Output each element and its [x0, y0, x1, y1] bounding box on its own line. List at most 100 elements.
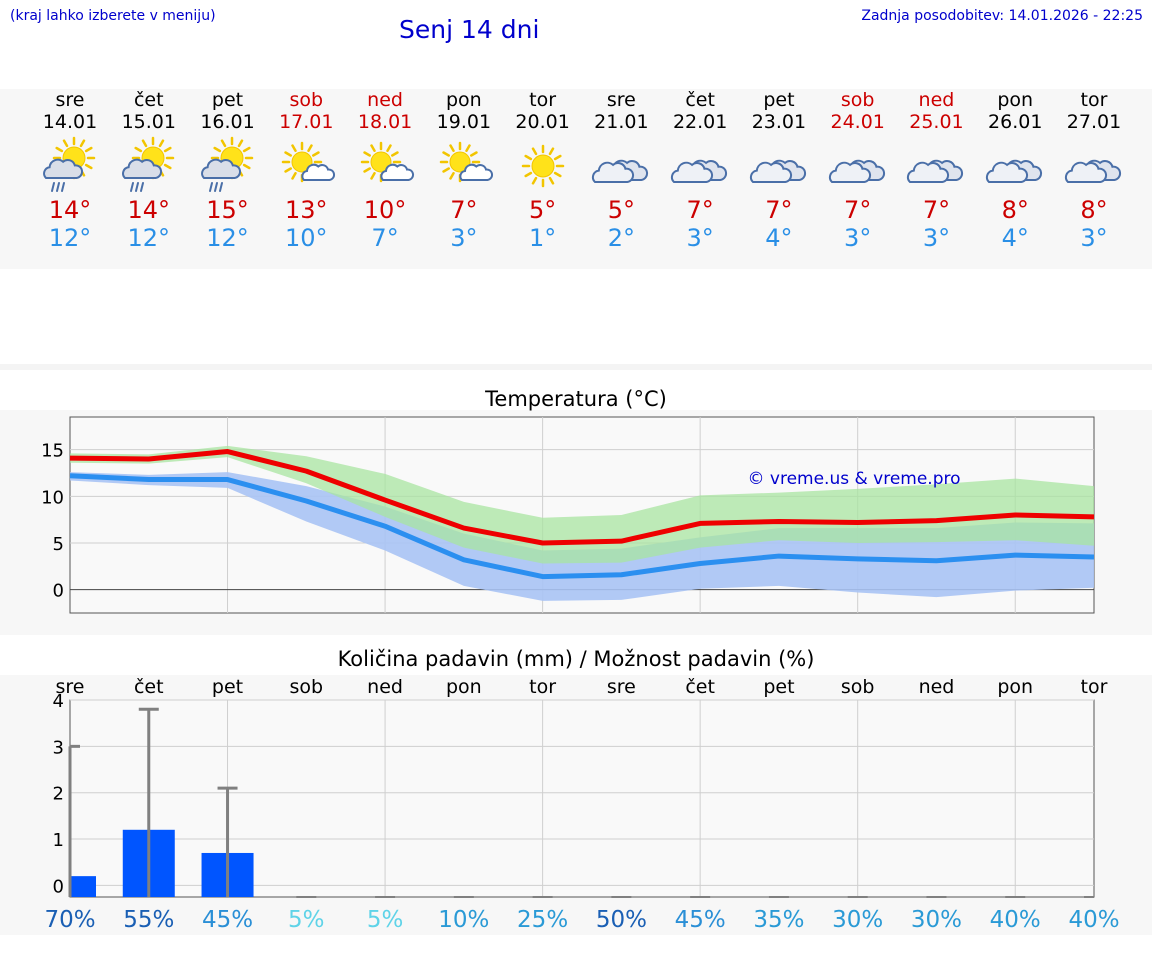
day-date: 15.01: [121, 111, 176, 133]
min-temp: 3°: [1080, 224, 1108, 252]
location-menu-hint[interactable]: (kraj lahko izberete v meniju): [10, 8, 216, 24]
max-temp: 7°: [765, 196, 793, 224]
day-date: 20.01: [515, 111, 570, 133]
precip-day-label: pet: [212, 676, 243, 698]
day-name: sob: [289, 89, 324, 111]
day-date: 18.01: [357, 111, 413, 133]
temp-ytick-label: 0: [53, 581, 64, 602]
cloud-icon: [592, 159, 649, 183]
precip-ytick-label: 2: [53, 784, 64, 805]
precip-probability: 30%: [832, 907, 883, 933]
min-temp: 12°: [127, 224, 171, 252]
precip-probability: 50%: [596, 907, 647, 933]
cloud-icon: [671, 159, 728, 183]
day-date: 26.01: [988, 111, 1043, 133]
min-temp: 7°: [371, 224, 399, 252]
precip-day-label: tor: [1081, 676, 1108, 698]
precip-probability: 5%: [288, 907, 325, 933]
sun-small-cloud-icon: [282, 141, 336, 183]
precip-ytick-label: 3: [53, 737, 64, 758]
precip-day-label: sre: [607, 676, 636, 698]
min-temp: 12°: [206, 224, 249, 252]
day-date: 17.01: [279, 111, 334, 133]
forecast-day: ned 25.01 7° 3°: [897, 89, 975, 252]
forecast-day: tor 27.01 8° 3°: [1055, 89, 1133, 252]
sun-cloud-rain-icon: [121, 136, 175, 192]
forecast-day: ned 18.01 10° 7°: [346, 89, 424, 252]
precip-day-label: čet: [685, 676, 715, 698]
max-temp: 15°: [206, 196, 249, 224]
day-date: 21.01: [594, 111, 649, 133]
forecast-day: sre 21.01 5° 2°: [582, 89, 660, 252]
min-temp: 3°: [450, 224, 478, 252]
day-name: ned: [367, 89, 403, 111]
forecast-day: tor 20.01 5° 1°: [504, 89, 582, 252]
min-temp-line: [69, 473, 1095, 580]
precip-probability: 45%: [202, 907, 253, 933]
precip-day-label: sob: [841, 676, 875, 698]
precip-probability: 70%: [44, 907, 95, 933]
precip-probability: 40%: [990, 907, 1041, 933]
day-name: sob: [840, 89, 875, 111]
day-name: pon: [997, 89, 1034, 111]
cloud-icon: [1065, 159, 1121, 183]
max-temp: 13°: [285, 196, 328, 224]
precip-day-label: pet: [763, 676, 794, 698]
precip-day-label: sob: [290, 676, 324, 698]
cloud-icon: [907, 159, 964, 183]
day-date: 16.01: [200, 111, 255, 133]
max-temp: 7°: [844, 196, 872, 224]
precip-probability: 5%: [367, 907, 404, 933]
day-date: 27.01: [1066, 111, 1122, 133]
sun-small-cloud-icon: [360, 141, 415, 183]
precip-probability: 25%: [517, 907, 568, 933]
day-name: čet: [133, 89, 164, 111]
precip-probability: 30%: [911, 907, 962, 933]
precip-day-label: pon: [446, 676, 482, 698]
max-range-band: [70, 445, 1094, 564]
min-temp: 2°: [607, 224, 636, 252]
max-temp: 14°: [127, 196, 171, 224]
day-date: 19.01: [436, 111, 492, 133]
max-temp: 10°: [363, 196, 407, 224]
forecast-day: pon 26.01 8° 4°: [976, 89, 1054, 252]
day-date: 24.01: [830, 111, 885, 133]
precip-day-label: ned: [367, 676, 403, 698]
forecast-day: sre 14.01 14° 12°: [31, 89, 109, 252]
temp-ytick-label: 10: [41, 487, 64, 508]
max-temp-line: [69, 449, 1095, 546]
precip-probability: 55%: [123, 907, 174, 933]
day-date: 23.01: [751, 111, 807, 133]
day-name: tor: [1080, 89, 1108, 111]
sun-icon: [521, 144, 564, 188]
max-temp: 7°: [922, 196, 951, 224]
day-name: pet: [211, 89, 244, 111]
precip-probability: 10%: [438, 907, 489, 933]
min-range-band: [70, 472, 1094, 601]
page-title: Senj 14 dni: [399, 15, 540, 44]
precip-ytick-label: 1: [53, 830, 64, 851]
min-temp: 3°: [844, 224, 872, 252]
min-temp: 1°: [528, 224, 557, 252]
forecast-day: sob 17.01 13° 10°: [267, 89, 345, 252]
precip-day-label: sre: [56, 676, 85, 698]
temp-ytick-label: 15: [41, 441, 64, 462]
max-temp: 7°: [450, 196, 478, 224]
precip-ytick-label: 0: [53, 876, 64, 897]
min-temp: 3°: [686, 224, 714, 252]
cloud-icon: [749, 159, 806, 183]
max-temp: 8°: [1080, 196, 1108, 224]
precip-day-label: pon: [997, 676, 1033, 698]
forecast-day: pet 16.01 15° 12°: [189, 89, 267, 252]
min-temp: 3°: [922, 224, 951, 252]
cloud-icon: [828, 159, 885, 183]
cloud-icon: [986, 159, 1043, 183]
day-name: pet: [763, 89, 795, 111]
day-name: pon: [445, 89, 482, 111]
last-updated: Zadnja posodobitev: 14.01.2026 - 22:25: [861, 8, 1143, 24]
sun-small-cloud-icon: [439, 141, 493, 183]
section-divider: [0, 364, 1152, 370]
precip-bar: [70, 876, 96, 897]
